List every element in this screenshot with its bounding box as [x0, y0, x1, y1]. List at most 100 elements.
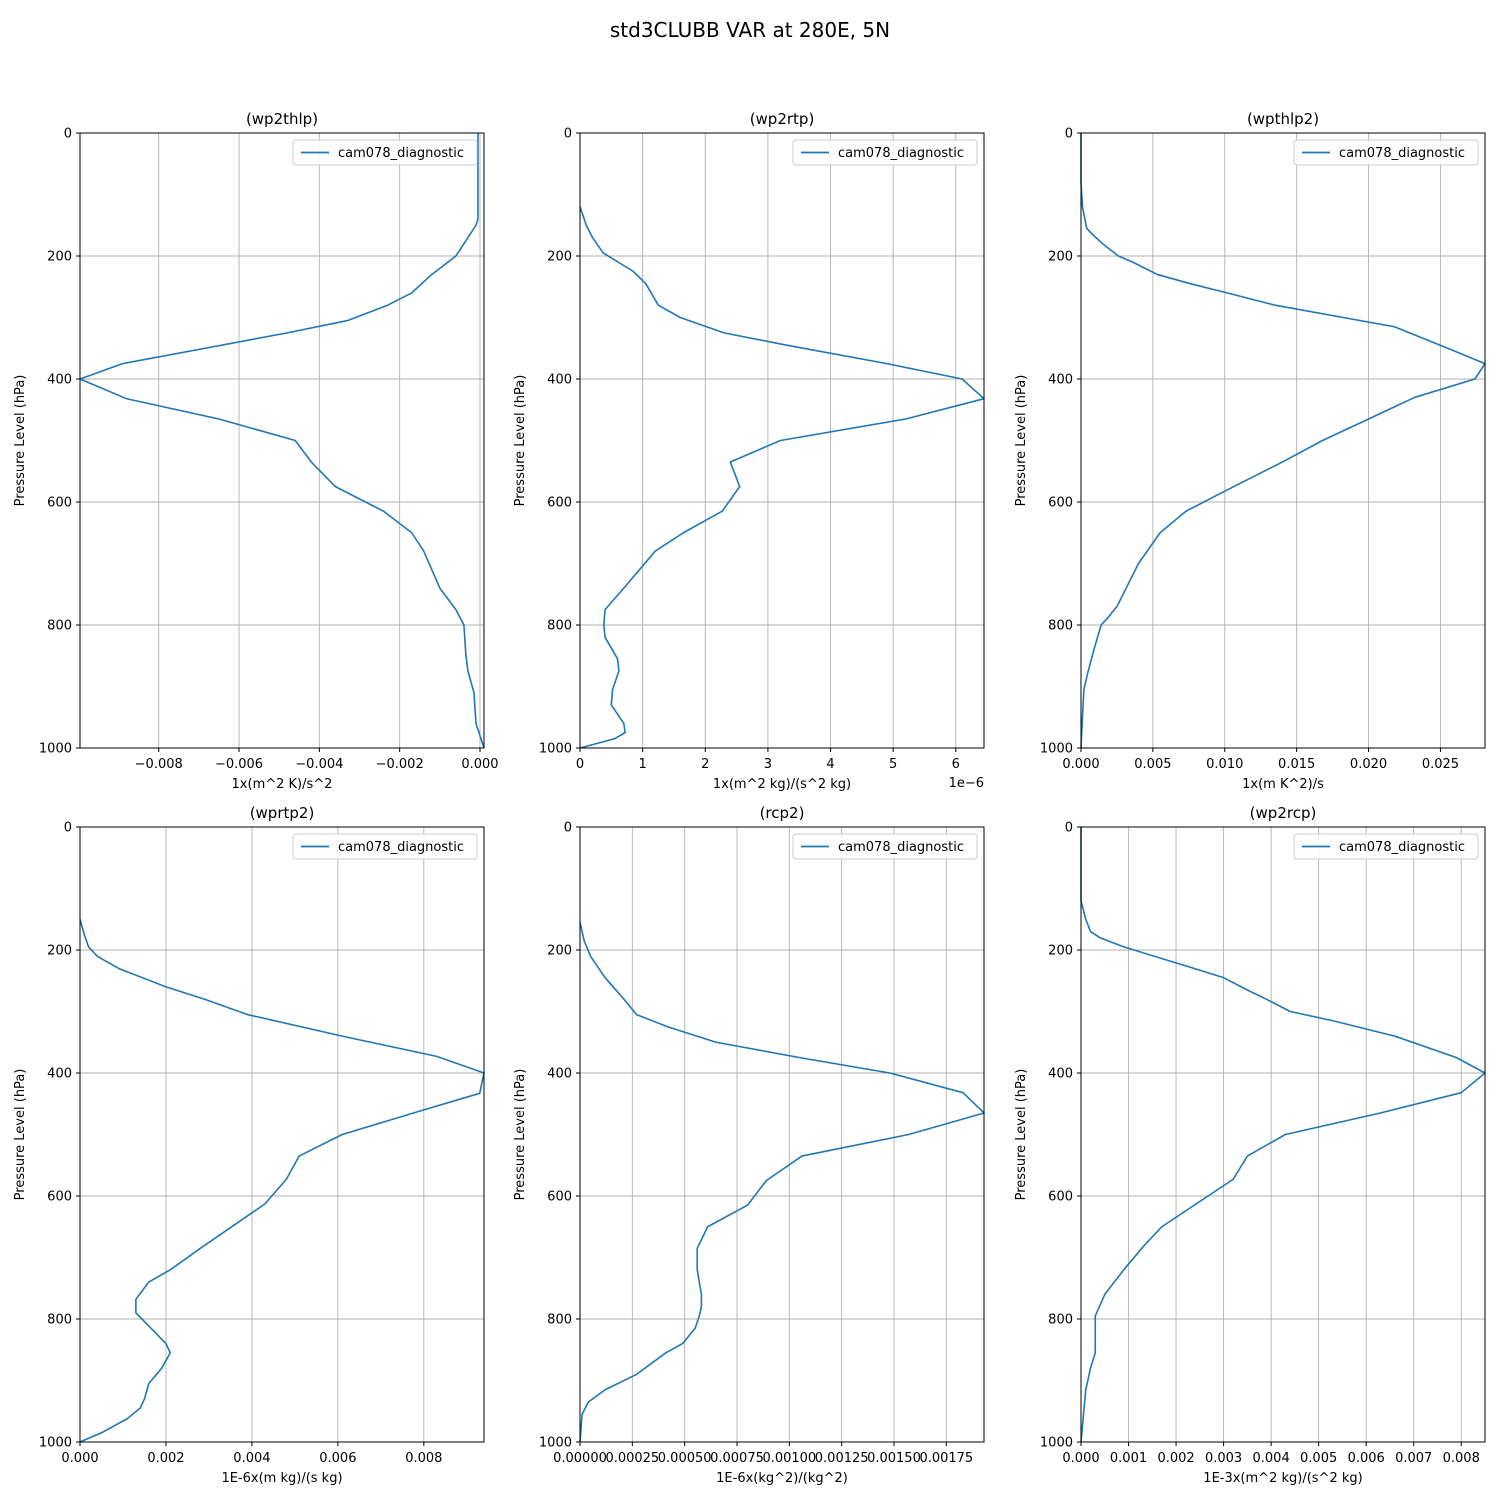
- x-tick-label: 0.00075: [710, 1451, 764, 1466]
- x-tick-label: 0.00050: [658, 1451, 712, 1466]
- y-tick-label: 400: [47, 373, 72, 388]
- y-axis-label: Pressure Level (hPa): [13, 1069, 28, 1201]
- y-tick-label: 800: [47, 619, 72, 634]
- x-tick-label: 0.006: [1348, 1451, 1385, 1466]
- subplot-title: (wpthlp2): [1247, 110, 1319, 128]
- x-tick-label: 1: [638, 757, 646, 772]
- y-tick-label: 1000: [39, 742, 72, 757]
- y-tick-label: 200: [1048, 250, 1073, 265]
- y-tick-label: 400: [47, 1067, 72, 1082]
- subplot-title: (wprtp2): [250, 804, 315, 822]
- subplot-2: 0 1 2 3 4 5 6 0 200 400 600 800 1000 1e−6 (wp2rtp) 1x(m…: [513, 110, 985, 792]
- x-tick-label: 4: [826, 757, 834, 772]
- x-tick-label: 0.008: [1443, 1451, 1480, 1466]
- plot-frame: [79, 132, 485, 749]
- y-tick-label: 800: [47, 1313, 72, 1328]
- y-axis-label: Pressure Level (hPa): [13, 375, 28, 507]
- x-tick-label: 0.001: [1110, 1451, 1147, 1466]
- x-tick-label: −0.002: [376, 757, 424, 772]
- figure-title: std3CLUBB VAR at 280E, 5N: [610, 18, 890, 42]
- y-tick-label: 400: [1048, 373, 1073, 388]
- x-tick-label: 0.000: [1062, 757, 1099, 772]
- x-tick-label: 0.005: [1300, 1451, 1337, 1466]
- y-tick-label: 0: [64, 127, 72, 142]
- y-tick-label: 800: [1048, 1313, 1073, 1328]
- legend: cam078_diagnostic: [792, 833, 978, 860]
- x-tick-label: 0.000: [1062, 1451, 1099, 1466]
- y-tick-label: 600: [547, 496, 572, 511]
- x-tick-label: 0.025: [1422, 757, 1459, 772]
- subplot-1: −0.008 −0.006 −0.004 −0.002 0.000 0 200 400 600 8…: [13, 110, 499, 792]
- series-line-1: [579, 206, 985, 749]
- legend-label: cam078_diagnostic: [1339, 840, 1465, 855]
- x-tick-label: 0.000: [61, 1451, 98, 1466]
- y-tick-label: 600: [47, 1190, 72, 1205]
- x-tick-label: 0.00100: [762, 1451, 816, 1466]
- y-tick-label: 400: [547, 373, 572, 388]
- y-tick-label: 1000: [539, 1436, 572, 1451]
- legend: cam078_diagnostic: [1293, 833, 1479, 860]
- legend: cam078_diagnostic: [1293, 139, 1479, 166]
- x-axis-label: 1E-3x(m^2 kg)/(s^2 kg): [1203, 1471, 1362, 1486]
- legend: cam078_diagnostic: [792, 139, 978, 166]
- y-tick-label: 800: [1048, 619, 1073, 634]
- x-axis-label: 1x(m^2 K)/s^2: [232, 777, 333, 792]
- x-tick-label: 0.000: [461, 757, 498, 772]
- y-tick-label: 400: [547, 1067, 572, 1082]
- subplot-3: 0.000 0.005 0.010 0.015 0.020 0.025 0 200 400 600…: [1014, 110, 1486, 792]
- y-tick-label: 200: [547, 250, 572, 265]
- x-tick-label: 0.010: [1206, 757, 1243, 772]
- legend-box: [792, 833, 978, 860]
- x-tick-label: 0.006: [319, 1451, 356, 1466]
- x-tick-label: 0.00125: [815, 1451, 869, 1466]
- y-tick-label: 1000: [1040, 1436, 1073, 1451]
- subplot-grid: −0.008 −0.006 −0.004 −0.002 0.00002004006008…: [13, 110, 1486, 1486]
- subplot-title: (wp2rtp): [750, 110, 815, 128]
- y-tick-label: 600: [547, 1190, 572, 1205]
- y-tick-label: 0: [1065, 127, 1073, 142]
- legend-box: [1293, 139, 1479, 166]
- y-tick-label: 800: [547, 619, 572, 634]
- y-tick-label: 1000: [1040, 742, 1073, 757]
- plot-frame: [579, 826, 985, 1443]
- y-axis-label: Pressure Level (hPa): [513, 1069, 528, 1201]
- y-tick-label: 600: [1048, 1190, 1073, 1205]
- series-line-1: [1080, 827, 1486, 1443]
- x-tick-label: 0.003: [1205, 1451, 1242, 1466]
- x-tick-label: 0: [576, 757, 584, 772]
- x-tick-label: 0.004: [1253, 1451, 1290, 1466]
- x-tick-label: −0.006: [215, 757, 263, 772]
- x-tick-label: 5: [889, 757, 897, 772]
- x-tick-label: 3: [764, 757, 772, 772]
- plot-frame: [1080, 132, 1486, 749]
- plot-frame: [1080, 826, 1486, 1443]
- y-tick-label: 0: [564, 821, 572, 836]
- y-tick-label: 1000: [539, 742, 572, 757]
- x-tick-label: 0.004: [233, 1451, 270, 1466]
- y-tick-label: 400: [1048, 1067, 1073, 1082]
- y-axis-label: Pressure Level (hPa): [513, 375, 528, 507]
- y-axis-label: Pressure Level (hPa): [1014, 1069, 1029, 1201]
- subplot-title: (rcp2): [760, 804, 805, 822]
- subplot-6: 0.000 0.001 0.002 0.003 0.004 0.005 0.006 0.007…: [1014, 804, 1486, 1486]
- legend-label: cam078_diagnostic: [838, 146, 964, 161]
- subplot-title: (wp2rcp): [1250, 804, 1317, 822]
- y-tick-label: 600: [47, 496, 72, 511]
- x-tick-label: 2: [701, 757, 709, 772]
- x-offset-text: 1e−6: [949, 776, 984, 791]
- y-tick-label: 800: [547, 1313, 572, 1328]
- legend-label: cam078_diagnostic: [338, 840, 464, 855]
- y-tick-label: 200: [547, 944, 572, 959]
- x-axis-label: 1x(m K^2)/s: [1242, 777, 1324, 792]
- subplot-4: 0.000 0.002 0.004 0.006 0.008 0 200 400 600 800 10…: [13, 804, 485, 1486]
- x-axis-label: 1E-6x(kg^2)/(kg^2): [716, 1471, 848, 1486]
- y-tick-label: 0: [64, 821, 72, 836]
- x-tick-label: 6: [952, 757, 960, 772]
- x-tick-label: 0.002: [147, 1451, 184, 1466]
- series-line-1: [79, 919, 485, 1443]
- legend-label: cam078_diagnostic: [838, 840, 964, 855]
- legend-label: cam078_diagnostic: [338, 146, 464, 161]
- x-tick-label: 0.015: [1278, 757, 1315, 772]
- subplot-5: 0.000000.000250.000500.000750.001000.001…: [513, 804, 985, 1486]
- x-tick-label: 0.00000: [553, 1451, 607, 1466]
